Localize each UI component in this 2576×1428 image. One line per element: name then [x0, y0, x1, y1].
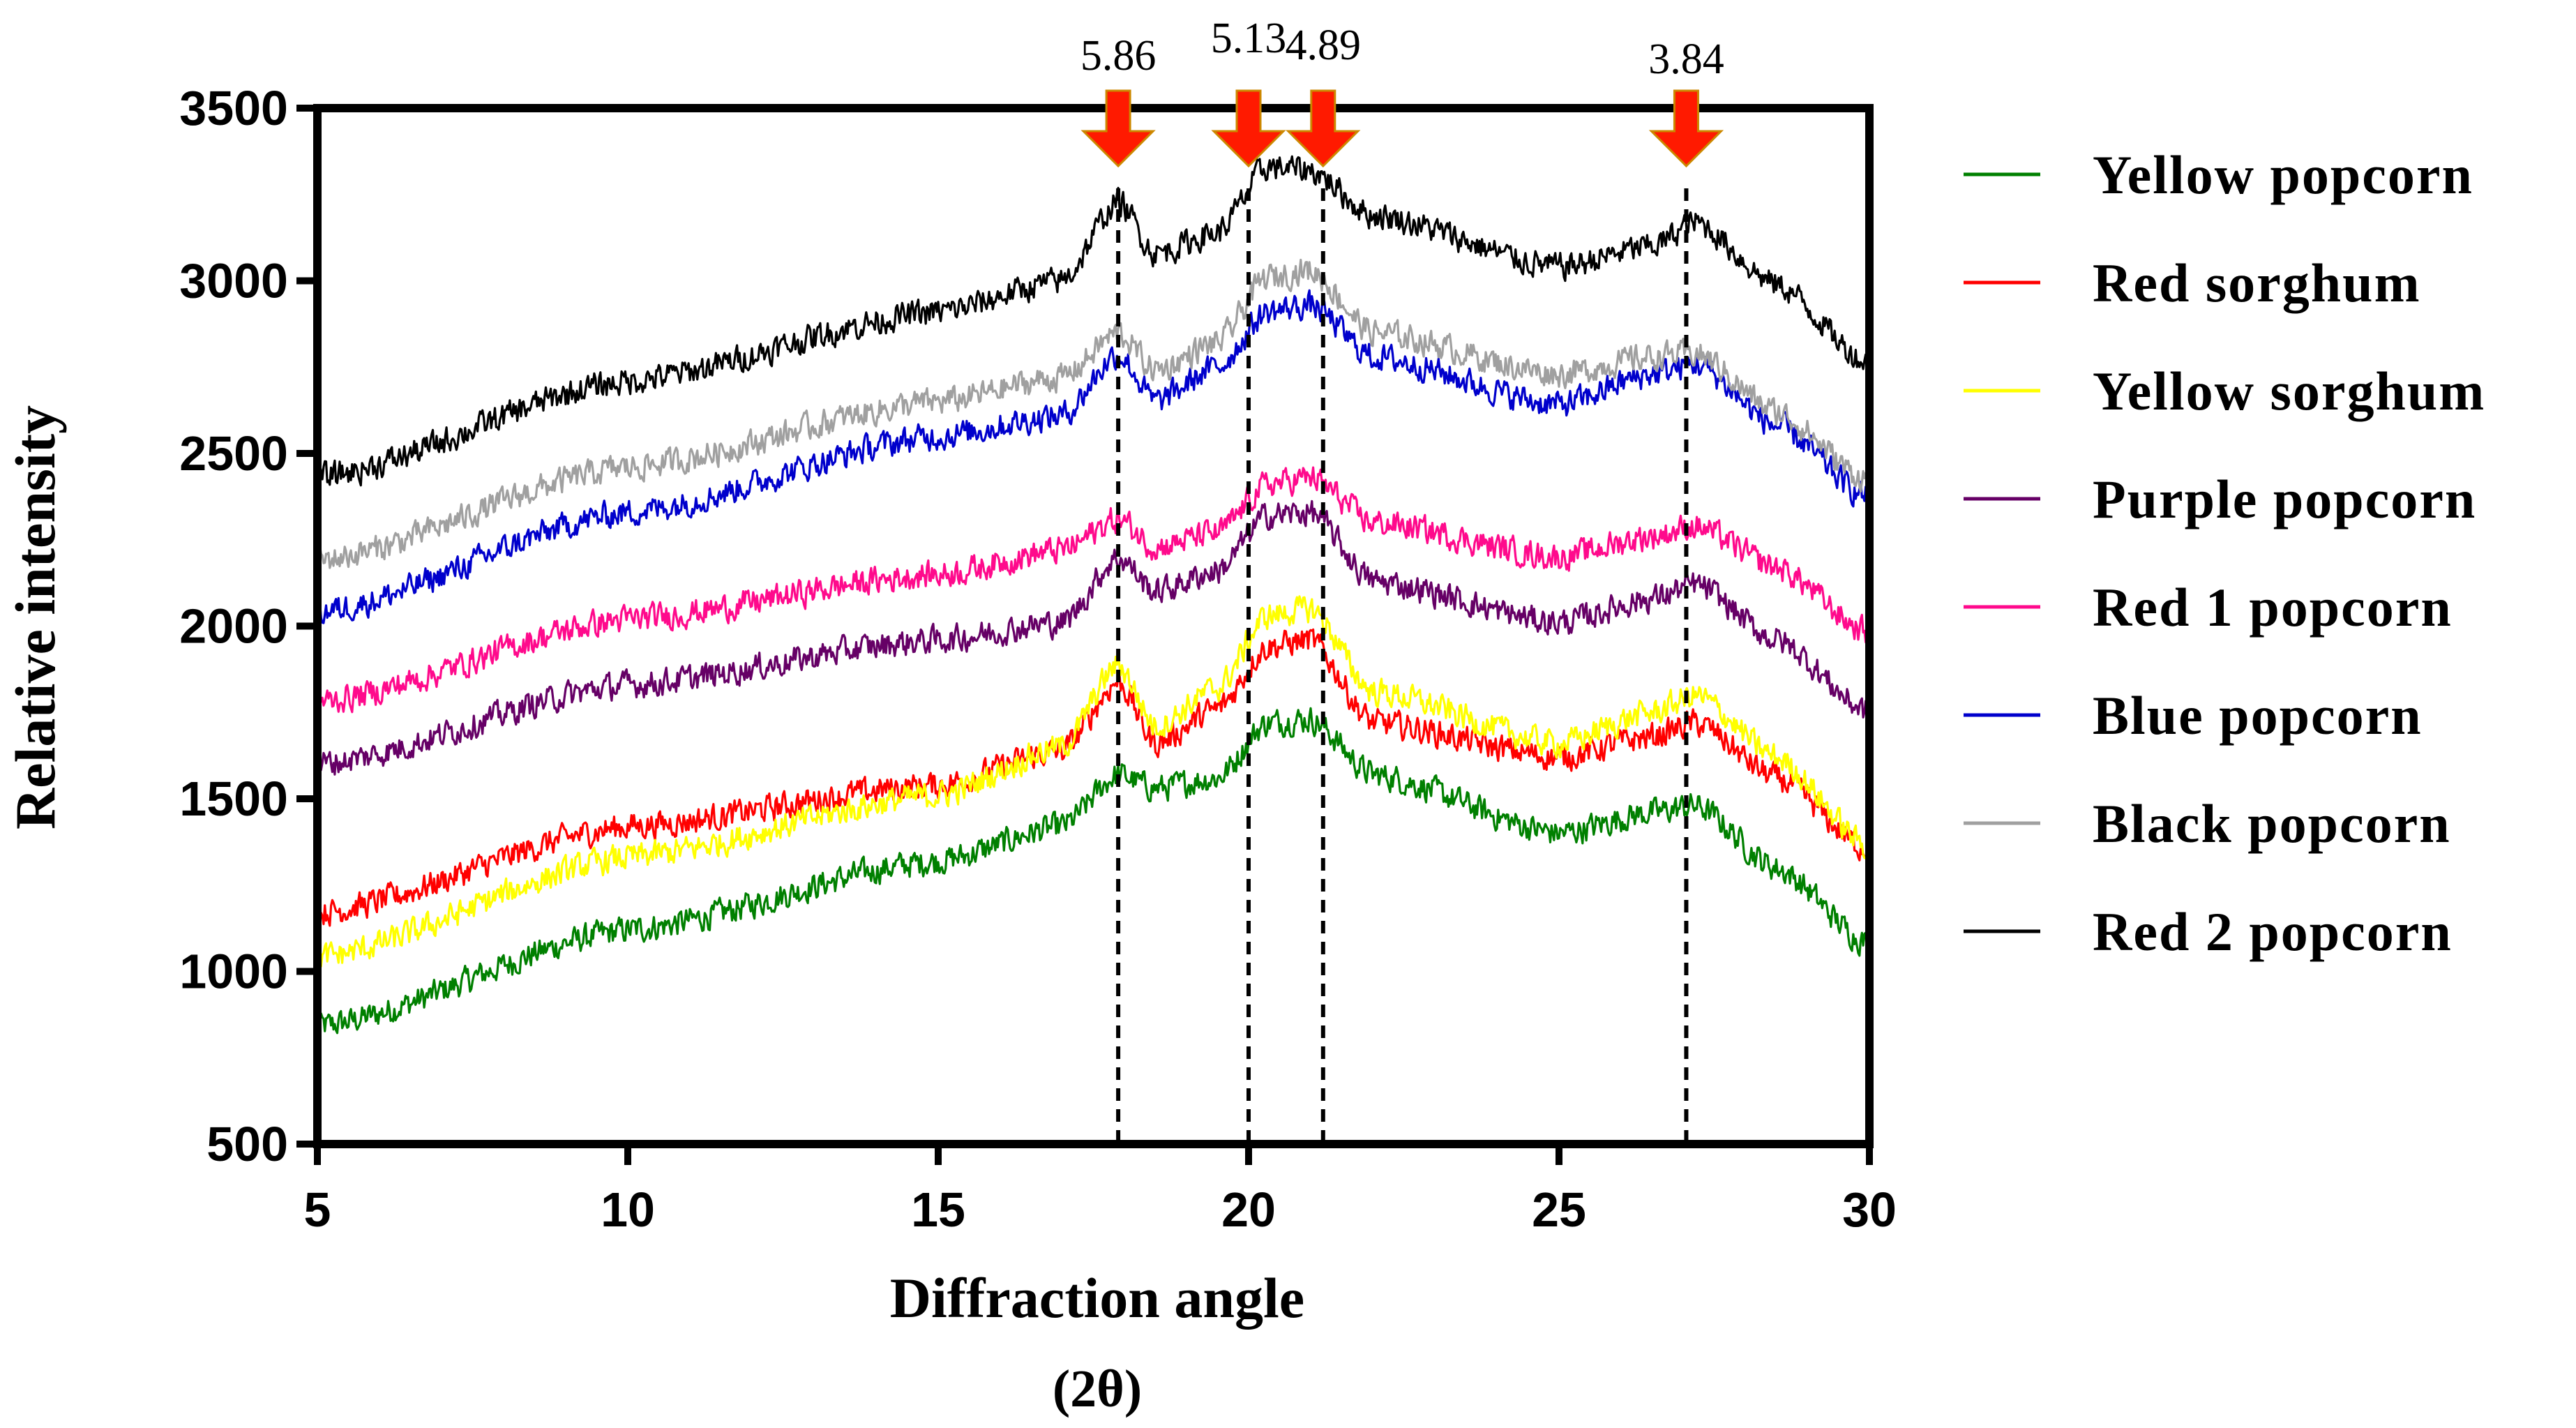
y-tick-label: 500	[206, 1117, 288, 1171]
series-line	[317, 499, 1869, 776]
series-yellow-sorghum	[317, 595, 1869, 968]
x-tick-label: 25	[1532, 1182, 1586, 1237]
axes-layer: 500 1000 1500 2000 2500 3000 3500 5 10 15 20 25 30	[179, 81, 1897, 1237]
peak-annotation: 3.84	[1648, 36, 1724, 1144]
peak-label: 4.89	[1286, 22, 1362, 69]
peak-label: 3.84	[1648, 36, 1724, 83]
y-tick-label: 1000	[179, 945, 288, 999]
x-tick-label: 5	[304, 1182, 331, 1237]
legend-item: Blue popcorn	[1964, 685, 2423, 746]
legend-item: Red 1 popcorn	[1964, 577, 2453, 638]
series-line	[317, 595, 1869, 968]
peak-annotations: 5.86 5.134.89 3.84	[1080, 15, 1724, 1144]
legend-item: Black popcorn	[1964, 793, 2451, 854]
legend-item: Red sorghum	[1964, 253, 2421, 313]
x-tick-label: 15	[911, 1182, 965, 1237]
series-red-sorghum	[317, 628, 1869, 927]
y-tick-label: 2000	[179, 599, 288, 654]
legend-label: Yellow sorghum	[2093, 361, 2485, 421]
legend-label: Red sorghum	[2093, 253, 2421, 313]
legend-label: Red 1 popcorn	[2093, 577, 2453, 638]
legend-item: Red 2 popcorn	[1964, 901, 2453, 962]
legend-item: Yellow sorghum	[1964, 361, 2485, 421]
x-axis-title: Diffraction angle	[890, 1266, 1304, 1330]
series-purple-popcorn	[317, 499, 1869, 776]
peak-arrow-icon	[1648, 89, 1724, 168]
legend-item: Yellow popcorn	[1964, 144, 2473, 205]
peak-label: 5.13	[1211, 15, 1287, 62]
series-yellow-popcorn	[317, 707, 1869, 1035]
series-red-1-popcorn	[317, 466, 1869, 714]
peak-arrow-icon	[1286, 89, 1361, 168]
x-tick-label: 10	[601, 1182, 655, 1237]
x-tick-label: 20	[1221, 1182, 1276, 1237]
legend-label: Blue popcorn	[2093, 685, 2423, 746]
plot-frame	[313, 104, 1874, 1148]
peak-annotation: 4.89	[1286, 22, 1362, 1144]
peak-annotation: 5.86	[1080, 32, 1157, 1144]
y-tick-label: 2500	[179, 426, 288, 481]
legend-item: Purple popcorn	[1964, 469, 2476, 529]
y-tick-label: 3500	[179, 81, 288, 135]
peak-arrow-icon	[1211, 89, 1286, 168]
peak-arrow-icon	[1080, 89, 1156, 168]
legend-label: Purple popcorn	[2093, 469, 2476, 529]
legend-label: Yellow popcorn	[2093, 144, 2473, 205]
series-line	[317, 628, 1869, 927]
x-axis-unit: (2θ)	[1053, 1360, 1142, 1418]
series-line	[317, 707, 1869, 1035]
series-line	[317, 289, 1869, 624]
series-layer	[317, 155, 1869, 1035]
series-red-2-popcorn	[317, 155, 1869, 490]
legend: Yellow popcorn Red sorghum Yellow sorghum P…	[1964, 144, 2485, 962]
series-line	[317, 258, 1869, 569]
y-axis-title: Relative intensity	[3, 405, 67, 829]
y-tick-label: 3000	[179, 254, 288, 308]
series-blue-popcorn	[317, 289, 1869, 624]
series-black-popcorn	[317, 258, 1869, 569]
legend-label: Black popcorn	[2093, 793, 2451, 854]
y-tick-label: 1500	[179, 772, 288, 826]
peak-annotation: 5.13	[1211, 15, 1287, 1144]
peak-label: 5.86	[1080, 32, 1157, 80]
series-line	[317, 466, 1869, 714]
legend-label: Red 2 popcorn	[2093, 901, 2453, 962]
series-line	[317, 155, 1869, 490]
x-tick-label: 30	[1842, 1182, 1897, 1237]
